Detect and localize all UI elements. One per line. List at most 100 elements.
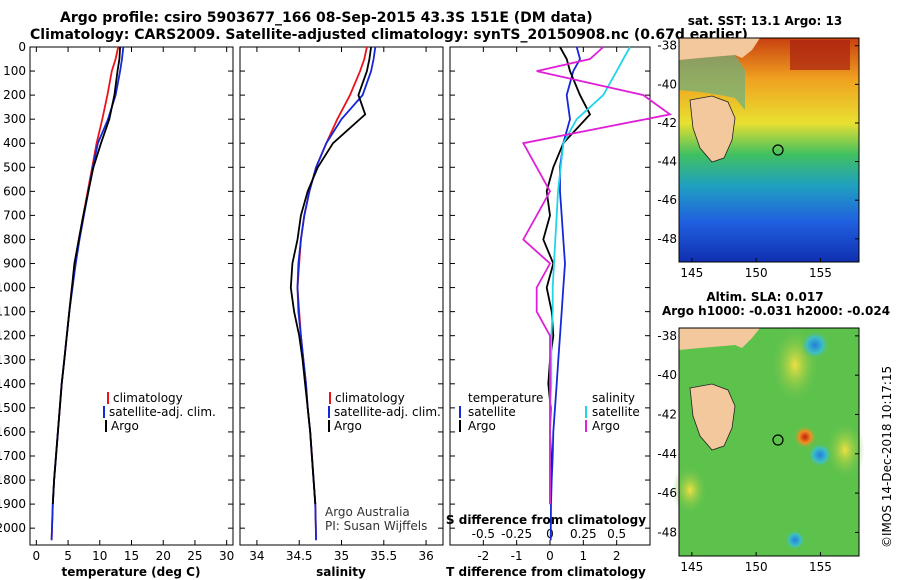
salinity-legend: climatology satellite-adj. clim. Argo Ar… <box>325 391 441 533</box>
salinity-xlabel: salinity <box>316 565 366 579</box>
map-x-tick-label: 145 <box>680 266 703 280</box>
legend-climatology: climatology <box>335 391 405 405</box>
x-tick-label: 20 <box>156 549 171 563</box>
depth-tick-label: 200 <box>3 88 26 102</box>
sla-eddy-peak <box>793 425 817 449</box>
difference-panel: -2 -1 0 1 2-0.5 -0.25 0 0.25 0.5 <box>450 46 673 563</box>
map-y-tick-label: -48 <box>657 232 677 246</box>
depth-tick-label: 600 <box>3 184 26 198</box>
legend-t-argo: Argo <box>468 419 496 433</box>
temperature-panel: 0 5 10 15 20 25 30 <box>30 46 234 563</box>
sla-low-patch <box>808 443 832 467</box>
map-y-tick-label: -38 <box>657 39 677 53</box>
x-tick-label: 2 <box>613 549 621 563</box>
depth-tick-label: 1500 <box>0 401 26 415</box>
s-diff-tick-label: -0.25 <box>501 527 532 541</box>
map-x-tick-label: 150 <box>745 266 768 280</box>
depth-tick-label: 1600 <box>0 425 26 439</box>
sla-map <box>672 325 865 557</box>
map-y-tick-label: -44 <box>657 155 677 169</box>
depth-tick-label: 400 <box>3 136 26 150</box>
difference-legend: temperature satellite Argo salinity sate… <box>459 391 640 433</box>
x-tick-label: 35.5 <box>370 549 397 563</box>
legend-argo: Argo <box>111 419 139 433</box>
sla-map-title1: Altim. SLA: 0.017 <box>706 290 823 304</box>
sla-high-patch <box>825 420 865 480</box>
map-y-tick-label: -46 <box>657 486 677 500</box>
credit-line2: PI: Susan Wijffels <box>325 519 427 533</box>
chart-title-line1: Argo profile: csiro 5903677_166 08-Sep-2… <box>60 10 593 26</box>
depth-tick-label: 2000 <box>0 521 26 535</box>
x-tick-label: 10 <box>92 549 107 563</box>
x-tick-label: 15 <box>124 549 139 563</box>
depth-tick-label: 100 <box>3 64 26 78</box>
s-diff-tick-label: 0.5 <box>607 527 626 541</box>
sst-map <box>678 37 860 263</box>
map-y-tick-label: -46 <box>657 193 677 207</box>
legend-t-satellite: satellite <box>468 405 516 419</box>
depth-tick-label: 1800 <box>0 473 26 487</box>
map-x-tick-label: 150 <box>745 560 768 574</box>
s-diff-tick-label: 0.25 <box>570 527 597 541</box>
legend-argo: Argo <box>334 419 362 433</box>
s-diff-tick-label: -0.5 <box>472 527 495 541</box>
sst-map-axes: 145 150 155 -38 -40 -42 -44 -46 -48 <box>657 39 859 280</box>
map-y-tick-label: -40 <box>657 368 677 382</box>
series-argo <box>289 46 372 505</box>
sla-map-axes: 145 150 155 -38 -40 -42 -44 -46 -48 <box>657 329 859 574</box>
temperature-legend: climatology satellite-adj. clim. Argo <box>103 391 216 433</box>
depth-tick-label: 300 <box>3 112 26 126</box>
depth-tick-label: 700 <box>3 208 26 222</box>
sst-map-frame <box>678 37 860 263</box>
depth-tick-label: 800 <box>3 232 26 246</box>
x-tick-label: 0 <box>33 549 41 563</box>
x-tick-label: 5 <box>64 549 72 563</box>
legend-s-satellite: satellite <box>592 405 640 419</box>
map-y-tick-label: -48 <box>657 525 677 539</box>
sla-map-frame <box>678 327 860 557</box>
argo-location-marker <box>772 434 784 446</box>
depth-tick-label: 1100 <box>0 305 26 319</box>
footer-timestamp: ©IMOS 14-Dec-2018 10:17:15 <box>880 366 894 548</box>
depth-tick-label: 900 <box>3 257 26 271</box>
temperature-xlabel: temperature (deg C) <box>62 565 201 579</box>
x-tick-label: 25 <box>187 549 202 563</box>
map-x-tick-label: 145 <box>680 560 703 574</box>
map-x-tick-label: 155 <box>809 266 832 280</box>
argo-location-marker <box>772 144 784 156</box>
sst-warm-patch <box>790 40 850 70</box>
x-tick-label: -1 <box>511 549 523 563</box>
series-argo <box>51 46 121 505</box>
x-tick-label: 1 <box>580 549 588 563</box>
depth-tick-label: 1700 <box>0 449 26 463</box>
x-tick-label: 34 <box>249 549 264 563</box>
map-y-tick-label: -38 <box>657 329 677 343</box>
legend-s-argo: Argo <box>592 419 620 433</box>
tdiff-xlabel: T difference from climatology <box>446 565 646 579</box>
tasmania-land <box>689 383 736 451</box>
depth-tick-label: 1300 <box>0 353 26 367</box>
sst-map-title: sat. SST: 13.1 Argo: 13 <box>688 14 842 28</box>
x-tick-label: -2 <box>477 549 489 563</box>
sla-low-patch <box>785 530 805 550</box>
depth-tick-label: 1400 <box>0 377 26 391</box>
salinity-panel: 34 34.5 35 35.5 36 <box>240 46 443 563</box>
depth-tick-label: 0 <box>18 40 26 54</box>
series-s-argo <box>521 46 673 505</box>
map-y-tick-label: -42 <box>657 407 677 421</box>
depth-tick-label: 1900 <box>0 497 26 511</box>
legend-temperature-title: temperature <box>468 391 543 405</box>
map-y-tick-label: -40 <box>657 77 677 91</box>
depth-tick-label: 1200 <box>0 329 26 343</box>
map-y-tick-label: -44 <box>657 447 677 461</box>
sla-high-patch <box>672 465 708 515</box>
legend-satellite: satellite-adj. clim. <box>109 405 216 419</box>
legend-climatology: climatology <box>113 391 183 405</box>
sla-low-patch <box>801 331 829 359</box>
x-tick-label: 34.5 <box>286 549 313 563</box>
x-tick-label: 36 <box>418 549 433 563</box>
x-tick-label: 0 <box>546 549 554 563</box>
x-tick-label: 35 <box>334 549 349 563</box>
series-t-satellite <box>549 46 581 541</box>
